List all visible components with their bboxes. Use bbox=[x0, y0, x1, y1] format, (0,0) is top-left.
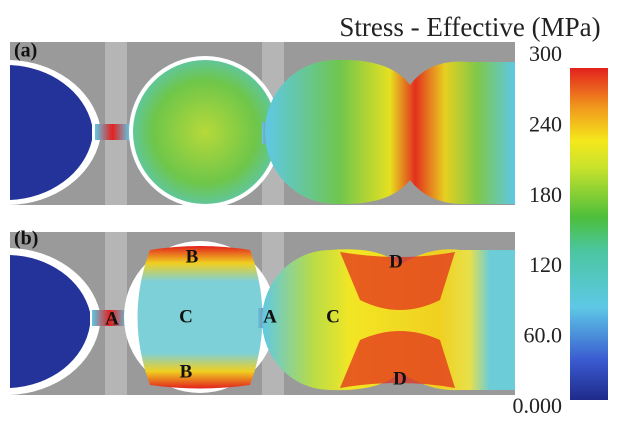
colorbar-title: Stress - Effective (MPa) bbox=[339, 12, 600, 42]
region-label: C bbox=[326, 306, 340, 327]
colorbar-tick-label: 60.0 bbox=[524, 323, 563, 348]
region-label: B bbox=[180, 361, 193, 382]
bulge bbox=[133, 60, 277, 204]
colorbar-tick-label: 180 bbox=[529, 182, 562, 207]
colorbar-gradient bbox=[570, 68, 608, 400]
figure: (a) (b) B A C B A C D D Stress - Effecti… bbox=[0, 0, 623, 423]
region-label: C bbox=[179, 306, 193, 327]
stripe bbox=[105, 42, 127, 205]
colorbar-tick-label: 300 bbox=[529, 41, 562, 66]
panel-b: (b) B A C B A C D D bbox=[10, 228, 515, 395]
region-label: B bbox=[186, 246, 199, 267]
bulge bbox=[138, 246, 263, 389]
panel-label: (b) bbox=[14, 228, 38, 250]
colorbar-tick-label: 0.000 bbox=[513, 393, 563, 418]
bulge bbox=[265, 60, 515, 204]
colorbar-ticks: 300 240 180 120 60.0 0.000 bbox=[513, 41, 563, 418]
colorbar-tick-label: 120 bbox=[529, 252, 562, 277]
region-label: D bbox=[393, 368, 407, 389]
region-label: D bbox=[389, 251, 403, 272]
region-label: A bbox=[263, 306, 277, 327]
neck bbox=[95, 124, 130, 140]
panel-a: (a) bbox=[10, 40, 515, 208]
colorbar-tick-label: 240 bbox=[529, 111, 562, 136]
panel-label: (a) bbox=[14, 40, 37, 62]
region-label: A bbox=[105, 308, 119, 329]
